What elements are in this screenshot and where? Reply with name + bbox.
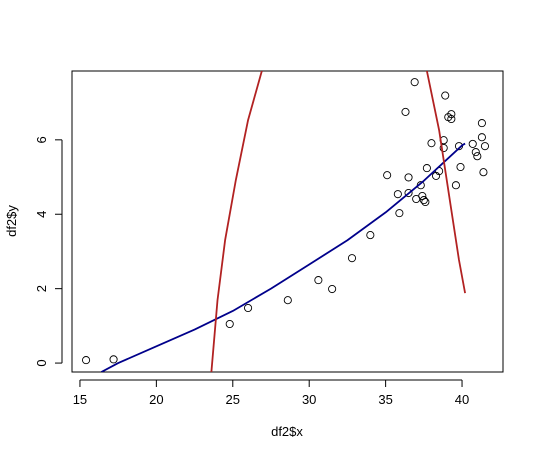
curve [100,142,466,372]
point [479,168,488,177]
point [473,152,482,161]
point [447,110,456,119]
curve [210,71,263,372]
point [477,133,486,142]
point [441,91,450,100]
point [471,148,480,157]
point [421,197,430,207]
point [422,164,431,173]
point [82,356,91,365]
point [366,231,375,240]
point [109,355,118,364]
point [401,107,410,116]
point [451,181,460,190]
point [410,78,419,87]
x-tick-label: 40 [455,392,469,407]
x-tick-label: 20 [149,392,163,407]
plot-box [71,70,504,373]
x-axis-label: df2$x [271,424,303,439]
point [468,139,477,148]
x-tick-label: 15 [73,392,87,407]
point [404,173,413,182]
point [456,162,465,172]
point [419,196,428,205]
point [404,188,413,198]
point [283,296,292,305]
y-tick-label: 0 [34,359,49,366]
y-tick-label: 2 [34,285,49,292]
x-tick-label: 30 [302,392,316,407]
point [383,171,392,180]
point [480,142,490,151]
y-tick-label: 6 [34,136,49,143]
point [347,254,357,263]
point [477,119,486,128]
curve [426,71,466,294]
point [447,114,456,124]
point [393,190,402,199]
point [454,142,464,151]
point [225,319,234,329]
y-tick-label: 4 [34,211,49,218]
y-axis-label: df2$y [4,205,19,237]
point [427,139,436,148]
point [395,209,404,218]
point [244,303,253,313]
plot-area [82,71,490,372]
x-tick-label: 35 [378,392,392,407]
point [439,143,448,153]
point [314,276,323,285]
x-tick-label: 25 [226,392,240,407]
point [328,284,337,294]
